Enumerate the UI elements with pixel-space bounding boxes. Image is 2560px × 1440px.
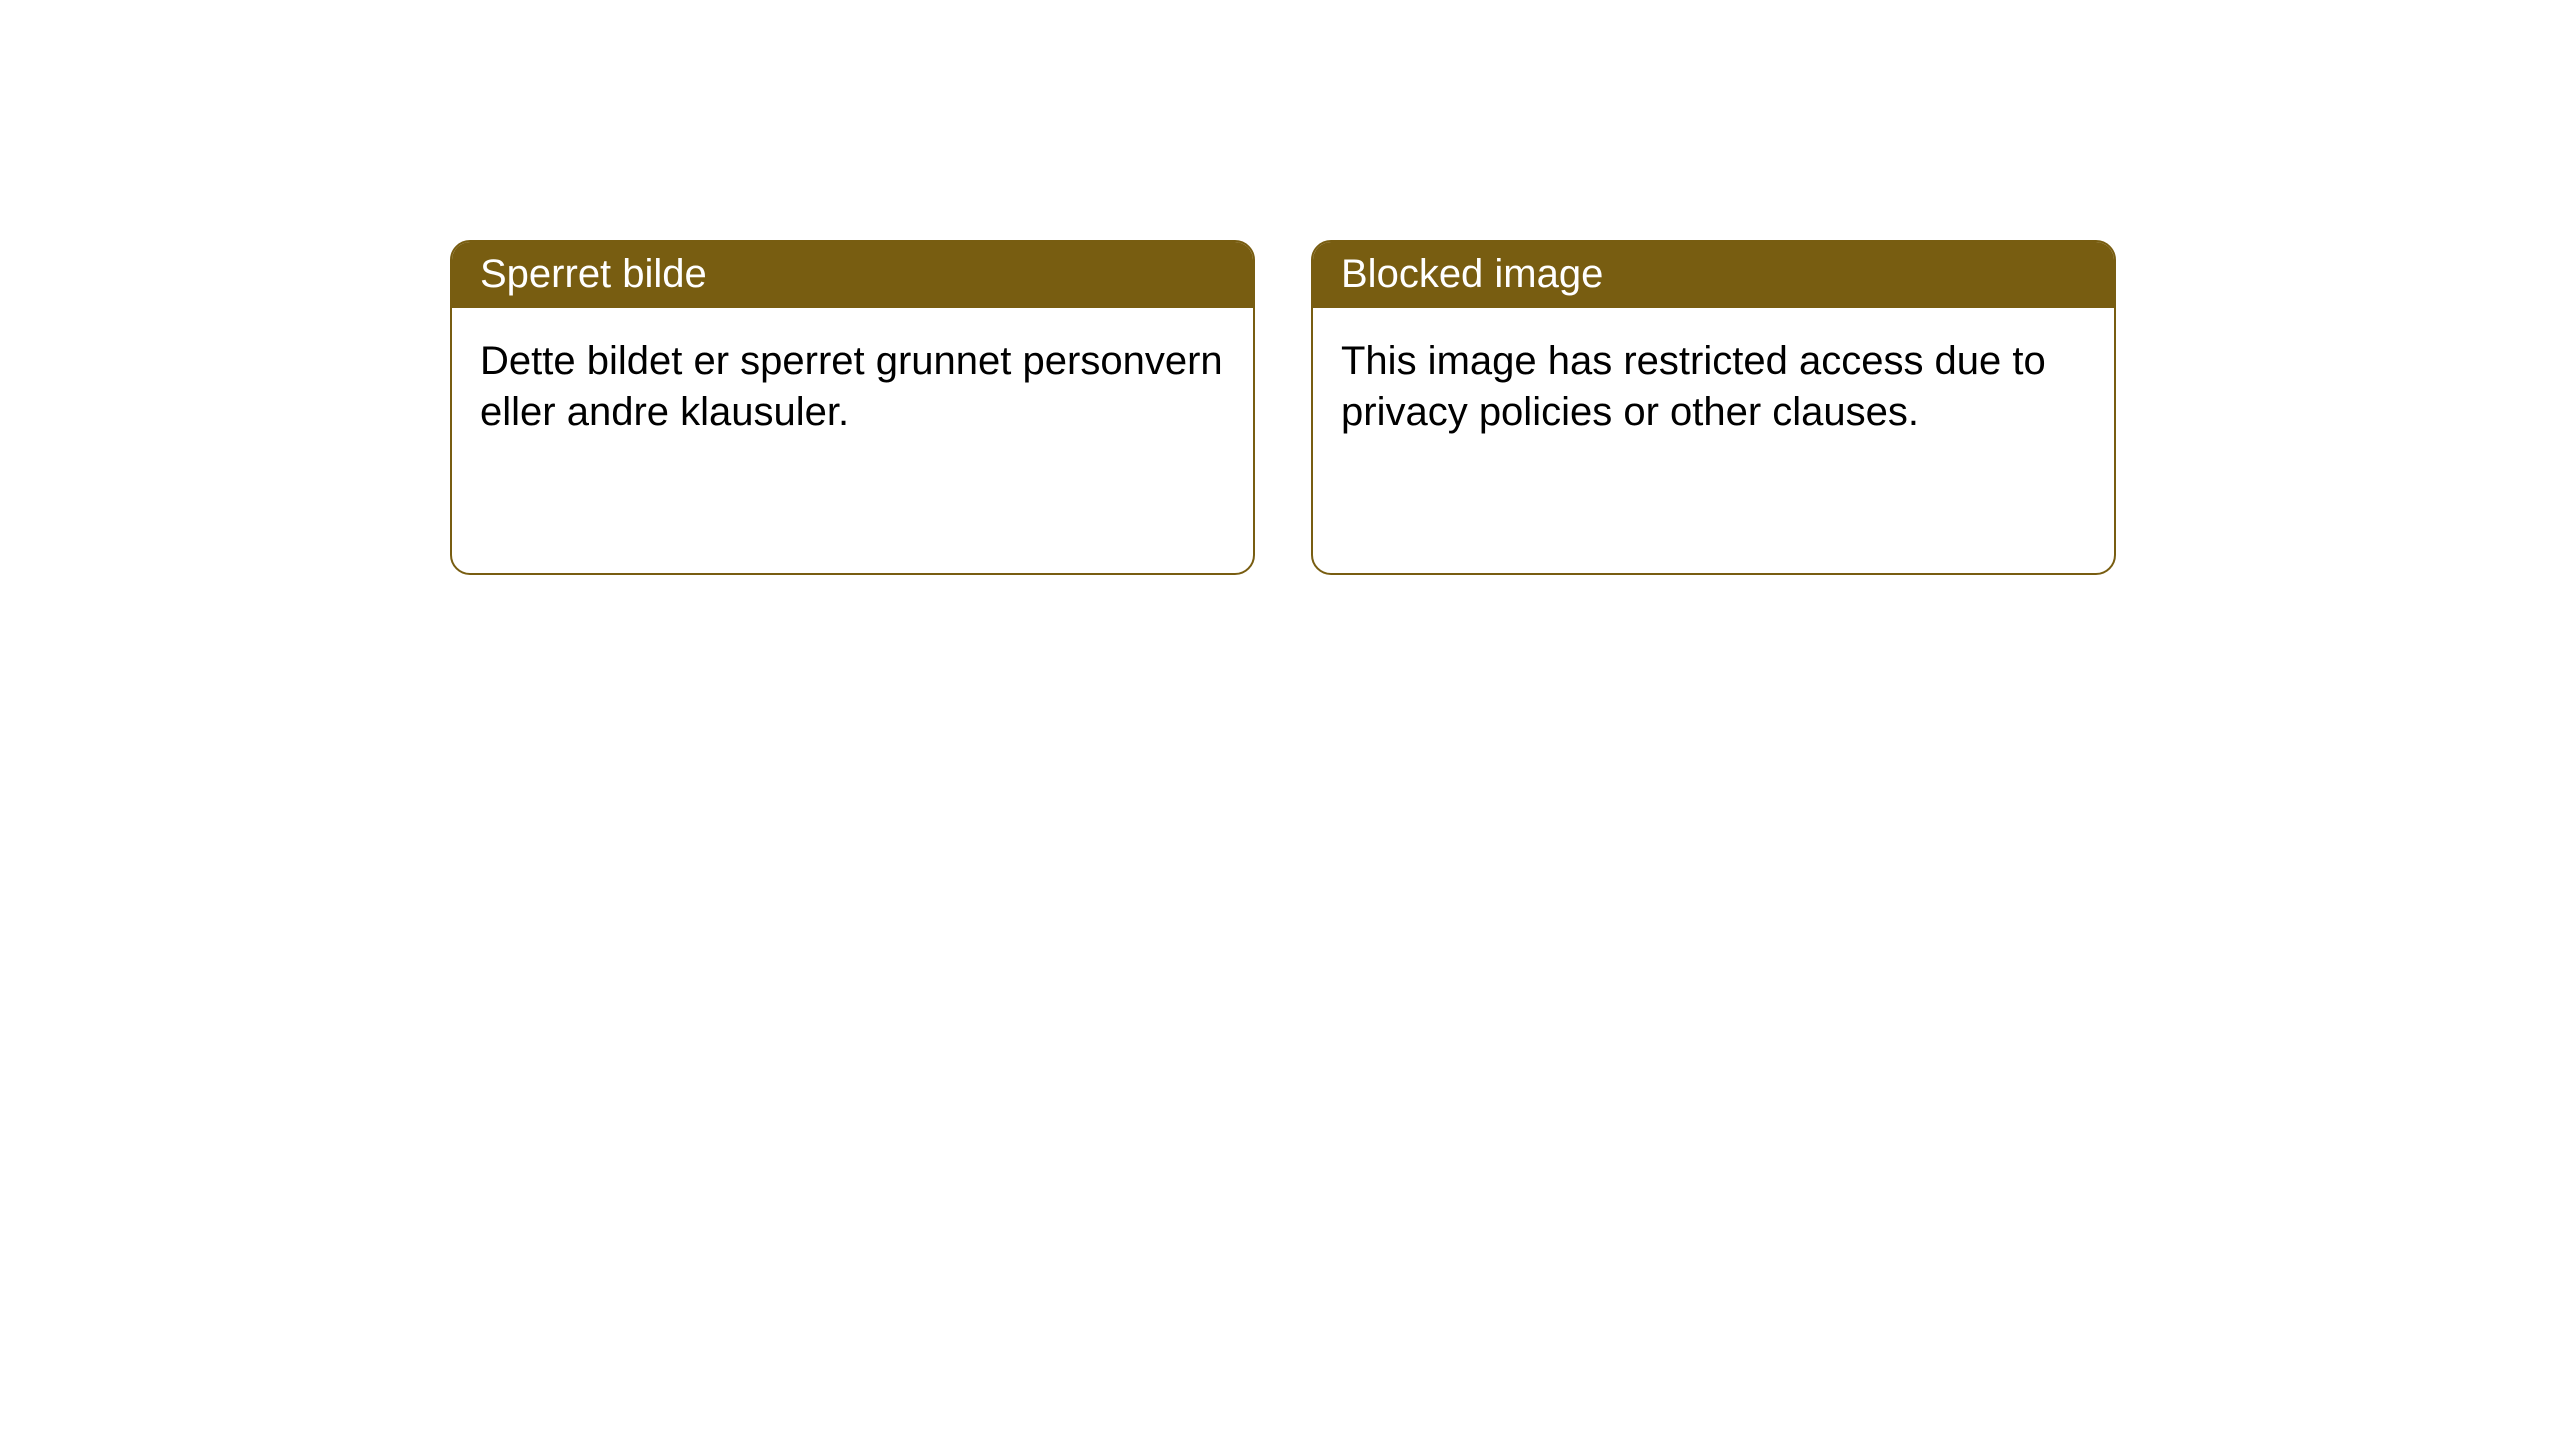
blocked-image-card-en: Blocked image This image has restricted …	[1311, 240, 2116, 575]
card-title-en: Blocked image	[1341, 252, 1603, 296]
cards-container: Sperret bilde Dette bildet er sperret gr…	[450, 240, 2116, 575]
card-text-no: Dette bildet er sperret grunnet personve…	[480, 339, 1223, 434]
card-header-en: Blocked image	[1313, 242, 2114, 308]
card-text-en: This image has restricted access due to …	[1341, 339, 2046, 434]
card-body-en: This image has restricted access due to …	[1313, 308, 2114, 466]
card-title-no: Sperret bilde	[480, 252, 707, 296]
card-header-no: Sperret bilde	[452, 242, 1253, 308]
blocked-image-card-no: Sperret bilde Dette bildet er sperret gr…	[450, 240, 1255, 575]
card-body-no: Dette bildet er sperret grunnet personve…	[452, 308, 1253, 466]
